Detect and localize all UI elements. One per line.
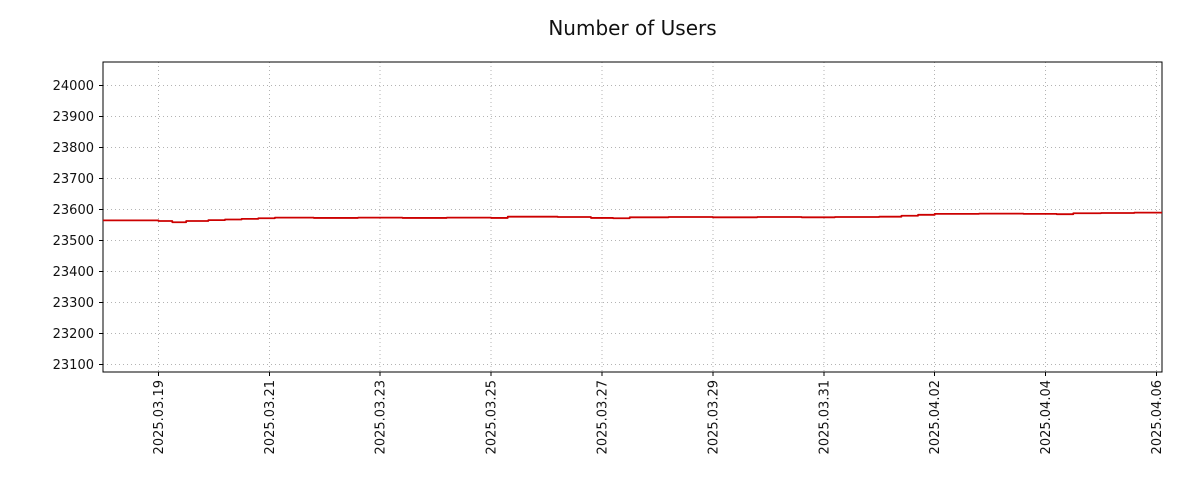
- plot-border: [102, 61, 1163, 373]
- y-tick-label: 23300: [53, 296, 94, 311]
- x-tick-label: 2025.03.19: [152, 380, 167, 454]
- y-tick-label: 23700: [53, 172, 94, 187]
- x-tick-label: 2025.03.31: [817, 380, 832, 454]
- x-tick-label: 2025.03.29: [706, 380, 721, 454]
- y-tick-label: 23200: [53, 327, 94, 342]
- y-tick-label: 23500: [53, 234, 94, 249]
- x-tick-label: 2025.03.23: [374, 380, 389, 454]
- y-tick-label: 23800: [53, 141, 94, 156]
- x-tick-label: 2025.03.27: [596, 380, 611, 454]
- x-tick-label: 2025.03.21: [263, 380, 278, 454]
- x-tick-label: 2025.03.25: [485, 380, 500, 454]
- series-line: [103, 211, 1162, 224]
- y-tick-label: 23900: [53, 110, 94, 125]
- y-tick-label: 23600: [53, 203, 94, 218]
- y-tick-label: 23100: [53, 358, 94, 373]
- y-tick-label: 24000: [53, 79, 94, 94]
- x-tick-label: 2025.04.02: [928, 380, 943, 454]
- x-tick-label: 2025.04.04: [1039, 380, 1054, 454]
- x-tick-label: 2025.04.06: [1150, 380, 1165, 454]
- chart-title: Number of Users: [548, 16, 717, 40]
- y-tick-label: 23400: [53, 265, 94, 280]
